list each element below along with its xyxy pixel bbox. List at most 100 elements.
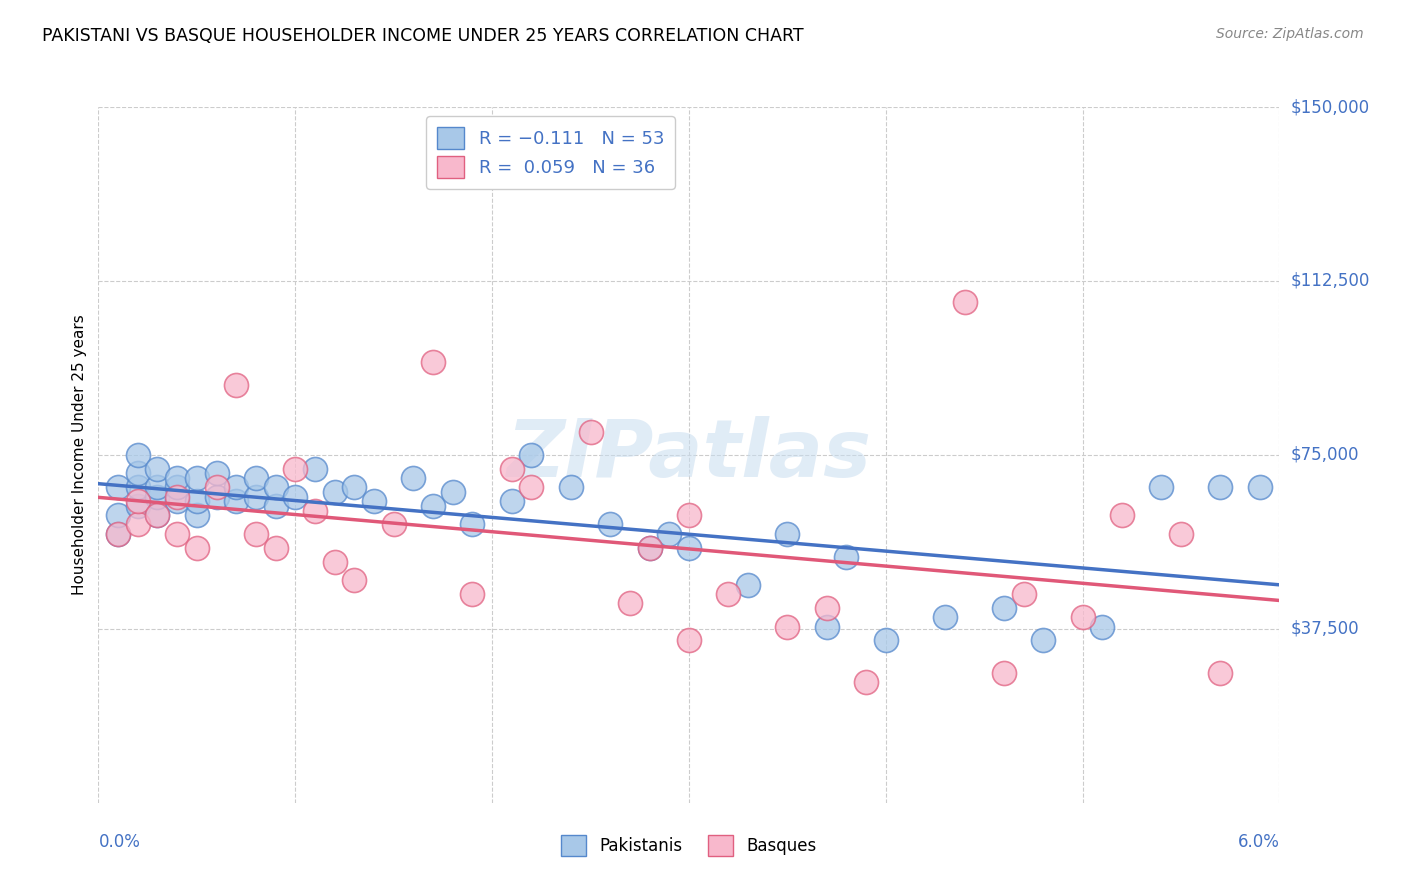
Point xyxy=(993,665,1015,680)
Point xyxy=(186,541,208,555)
Point xyxy=(815,601,838,615)
Point xyxy=(166,494,188,508)
Point xyxy=(422,499,444,513)
Point xyxy=(205,467,228,481)
Point xyxy=(205,490,228,504)
Point xyxy=(1032,633,1054,648)
Text: $37,500: $37,500 xyxy=(1291,620,1360,638)
Point xyxy=(166,480,188,494)
Point xyxy=(127,467,149,481)
Point xyxy=(186,508,208,523)
Point xyxy=(323,485,346,500)
Point xyxy=(107,526,129,541)
Point xyxy=(363,494,385,508)
Point xyxy=(422,355,444,369)
Point xyxy=(934,610,956,624)
Point xyxy=(579,425,602,439)
Point xyxy=(678,541,700,555)
Point xyxy=(264,499,287,513)
Point xyxy=(993,601,1015,615)
Text: PAKISTANI VS BASQUE HOUSEHOLDER INCOME UNDER 25 YEARS CORRELATION CHART: PAKISTANI VS BASQUE HOUSEHOLDER INCOME U… xyxy=(42,27,804,45)
Point xyxy=(225,480,247,494)
Text: Source: ZipAtlas.com: Source: ZipAtlas.com xyxy=(1216,27,1364,41)
Point xyxy=(717,587,740,601)
Point xyxy=(146,508,169,523)
Text: ZIPatlas: ZIPatlas xyxy=(506,416,872,494)
Point xyxy=(1071,610,1094,624)
Point xyxy=(245,490,267,504)
Point xyxy=(599,517,621,532)
Point xyxy=(323,555,346,569)
Point xyxy=(875,633,897,648)
Point xyxy=(461,587,484,601)
Point xyxy=(441,485,464,500)
Point xyxy=(107,480,129,494)
Point xyxy=(658,526,681,541)
Point xyxy=(953,294,976,309)
Point xyxy=(264,541,287,555)
Point xyxy=(638,541,661,555)
Point xyxy=(127,499,149,513)
Point xyxy=(127,517,149,532)
Point xyxy=(520,480,543,494)
Point xyxy=(225,378,247,392)
Point xyxy=(501,494,523,508)
Point xyxy=(1209,480,1232,494)
Point xyxy=(1111,508,1133,523)
Text: $75,000: $75,000 xyxy=(1291,446,1360,464)
Point xyxy=(776,526,799,541)
Point xyxy=(560,480,582,494)
Point xyxy=(127,448,149,462)
Point xyxy=(245,526,267,541)
Point xyxy=(127,494,149,508)
Point xyxy=(304,462,326,476)
Point xyxy=(186,494,208,508)
Point xyxy=(284,490,307,504)
Point xyxy=(146,462,169,476)
Point xyxy=(284,462,307,476)
Point xyxy=(343,480,366,494)
Point xyxy=(815,619,838,633)
Point xyxy=(304,503,326,517)
Point xyxy=(146,480,169,494)
Point xyxy=(166,526,188,541)
Point xyxy=(737,578,759,592)
Point xyxy=(835,549,858,564)
Point xyxy=(855,675,877,690)
Point xyxy=(776,619,799,633)
Point xyxy=(205,480,228,494)
Point xyxy=(1091,619,1114,633)
Point xyxy=(107,508,129,523)
Point xyxy=(1209,665,1232,680)
Text: $150,000: $150,000 xyxy=(1291,98,1369,116)
Point xyxy=(107,526,129,541)
Legend: Pakistanis, Basques: Pakistanis, Basques xyxy=(553,827,825,864)
Text: $112,500: $112,500 xyxy=(1291,272,1369,290)
Point xyxy=(1150,480,1173,494)
Point xyxy=(501,462,523,476)
Point xyxy=(245,471,267,485)
Point xyxy=(520,448,543,462)
Point xyxy=(186,471,208,485)
Point xyxy=(343,573,366,587)
Point xyxy=(461,517,484,532)
Point xyxy=(678,508,700,523)
Point xyxy=(1249,480,1271,494)
Point xyxy=(382,517,405,532)
Point xyxy=(146,508,169,523)
Point xyxy=(264,480,287,494)
Point xyxy=(166,490,188,504)
Point xyxy=(225,494,247,508)
Y-axis label: Householder Income Under 25 years: Householder Income Under 25 years xyxy=(72,315,87,595)
Point xyxy=(1170,526,1192,541)
Point xyxy=(619,596,641,610)
Point xyxy=(127,480,149,494)
Text: 0.0%: 0.0% xyxy=(98,833,141,851)
Point xyxy=(166,471,188,485)
Point xyxy=(678,633,700,648)
Point xyxy=(146,490,169,504)
Point xyxy=(402,471,425,485)
Text: 6.0%: 6.0% xyxy=(1237,833,1279,851)
Point xyxy=(1012,587,1035,601)
Point xyxy=(638,541,661,555)
